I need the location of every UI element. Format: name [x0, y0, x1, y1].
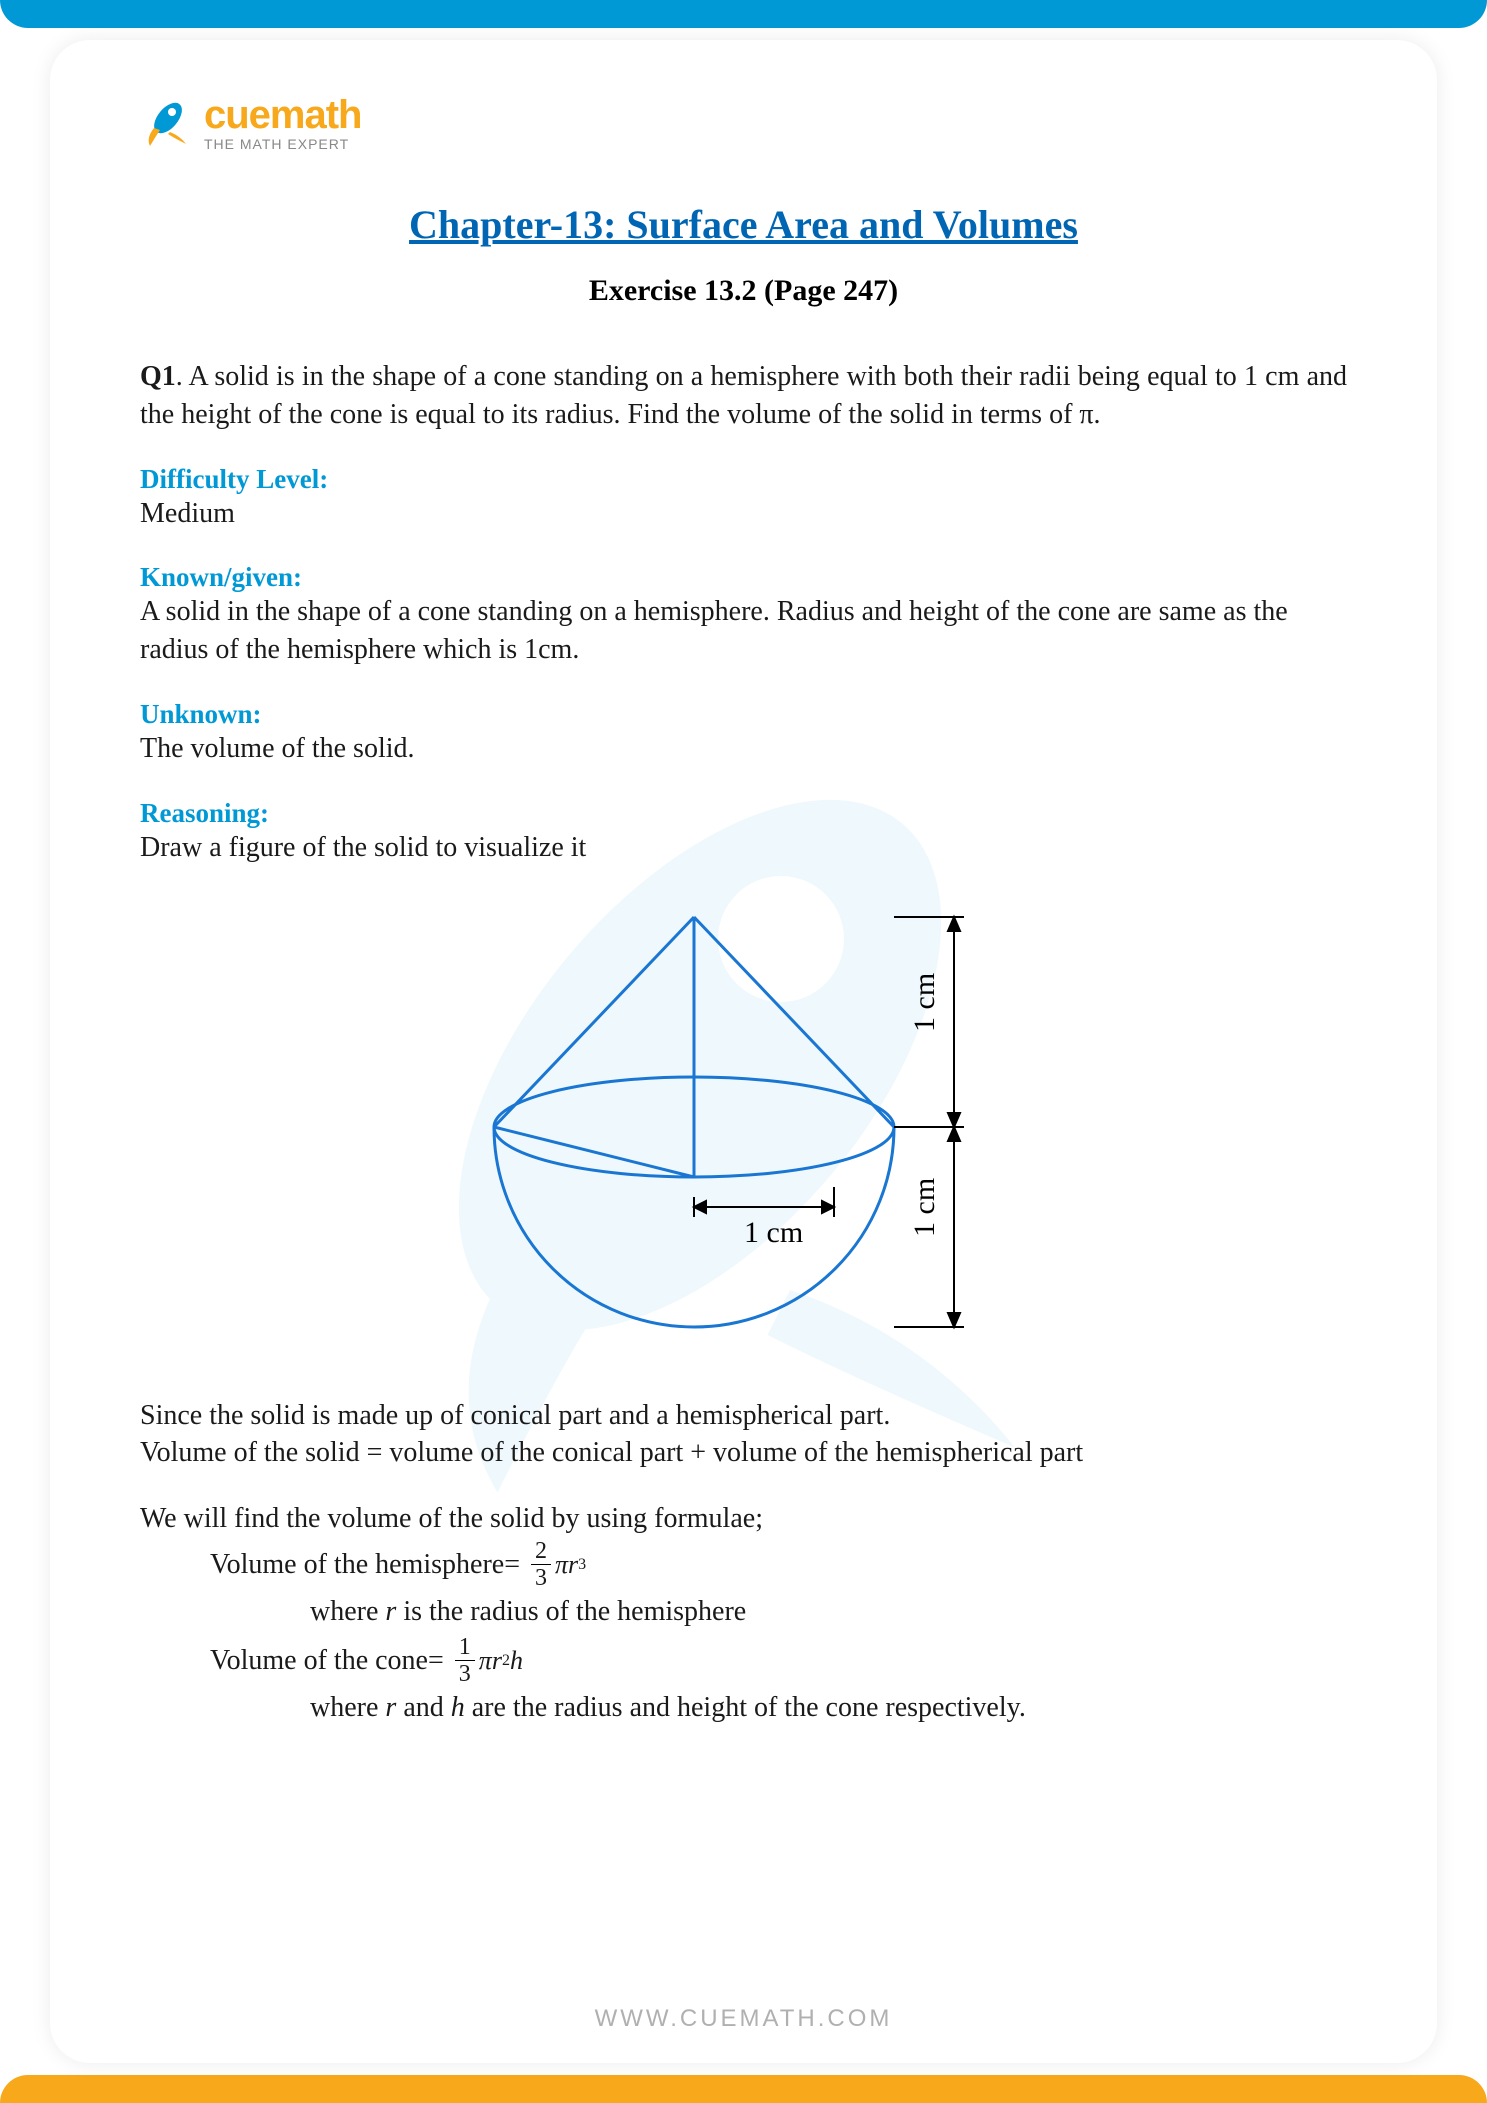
- hemi-note: where r is the radius of the hemisphere: [310, 1596, 1347, 1628]
- cone-note: where r and h are the radius and height …: [310, 1692, 1347, 1724]
- question-body: . A solid is in the shape of a cone stan…: [140, 361, 1347, 430]
- cone-formula: Volume of the cone = 1 3 πr2h: [210, 1634, 1347, 1688]
- difficulty-value: Medium: [140, 495, 1347, 533]
- cone-height-label: 1 cm: [908, 972, 941, 1031]
- known-label: Known/given:: [140, 562, 1347, 593]
- chapter-title: Chapter-13: Surface Area and Volumes: [140, 201, 1347, 248]
- content-area: cuemath THE MATH EXPERT Chapter-13: Surf…: [140, 95, 1347, 1724]
- cone-prefix: Volume of the cone: [210, 1644, 428, 1678]
- brand-logo: cuemath THE MATH EXPERT: [140, 95, 1347, 151]
- unknown-value: The volume of the solid.: [140, 730, 1347, 768]
- footer-url: WWW.CUEMATH.COM: [50, 2005, 1437, 2033]
- hemisphere-formula: Volume of the hemisphere = 2 3 πr3: [210, 1538, 1347, 1592]
- exercise-title: Exercise 13.2 (Page 247): [140, 274, 1347, 308]
- top-accent-bar: [0, 0, 1487, 28]
- question-label: Q1: [140, 361, 176, 392]
- page-card: cuemath THE MATH EXPERT Chapter-13: Surf…: [50, 40, 1437, 2063]
- cone-hemisphere-diagram: 1 cm 1 cm 1 cm: [434, 897, 1054, 1357]
- question-text: Q1. A solid is in the shape of a cone st…: [140, 358, 1347, 434]
- difficulty-label: Difficulty Level:: [140, 464, 1347, 495]
- explain-line-2: Volume of the solid = volume of the coni…: [140, 1434, 1347, 1472]
- radius-label: 1 cm: [744, 1216, 803, 1249]
- figure-container: 1 cm 1 cm 1 cm: [140, 897, 1347, 1357]
- explain-line-1: Since the solid is made up of conical pa…: [140, 1397, 1347, 1435]
- hemi-height-label: 1 cm: [908, 1177, 941, 1236]
- known-value: A solid in the shape of a cone standing …: [140, 593, 1347, 669]
- explain-line-3: We will find the volume of the solid by …: [140, 1500, 1347, 1538]
- bottom-accent-bar: [0, 2075, 1487, 2103]
- reasoning-label: Reasoning:: [140, 798, 1347, 829]
- reasoning-value: Draw a figure of the solid to visualize …: [140, 829, 1347, 867]
- cone-num: 1: [455, 1634, 475, 1661]
- rocket-icon: [140, 98, 190, 148]
- unknown-label: Unknown:: [140, 699, 1347, 730]
- hemi-den: 3: [531, 1565, 551, 1591]
- hemi-num: 2: [531, 1538, 551, 1565]
- page-frame: cuemath THE MATH EXPERT Chapter-13: Surf…: [0, 0, 1487, 2103]
- cone-den: 3: [455, 1661, 475, 1687]
- hemi-prefix: Volume of the hemisphere: [210, 1548, 504, 1582]
- brand-name: cuemath: [204, 95, 362, 135]
- brand-tagline: THE MATH EXPERT: [204, 137, 362, 151]
